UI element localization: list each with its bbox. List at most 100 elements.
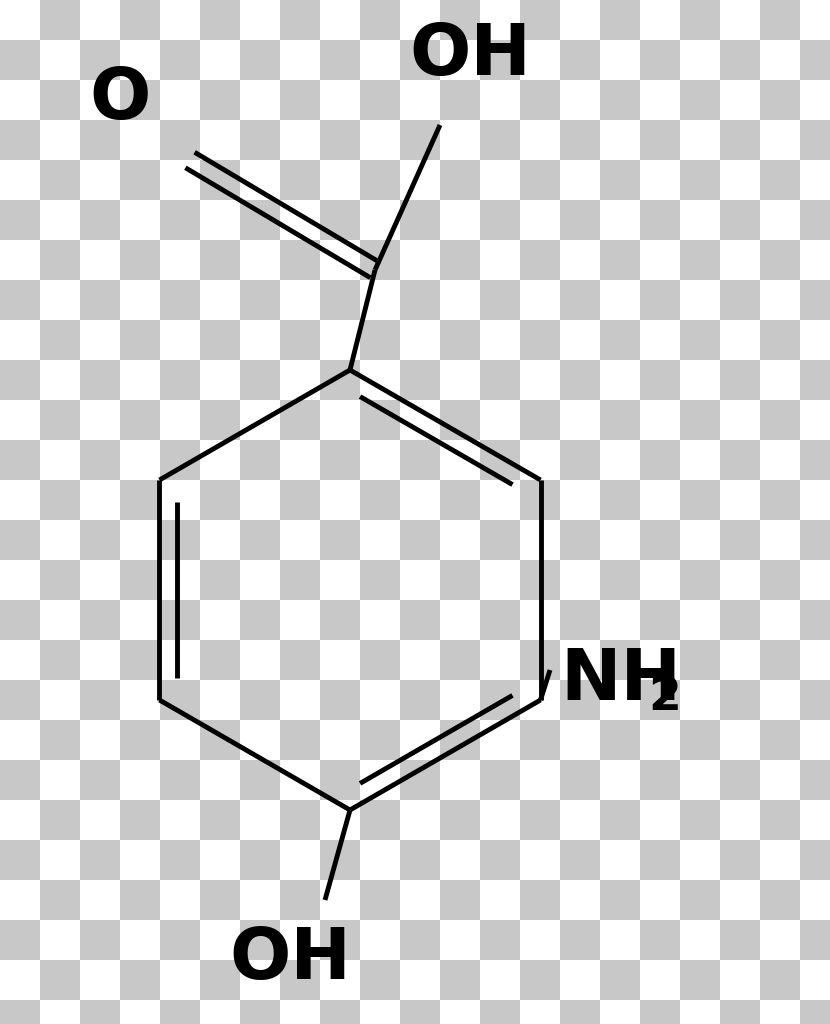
Bar — [520, 280, 560, 319]
Bar — [600, 520, 640, 560]
Bar — [240, 840, 280, 880]
Bar — [800, 600, 830, 640]
Bar — [320, 120, 360, 160]
Bar — [280, 120, 320, 160]
Bar — [440, 120, 480, 160]
Bar — [160, 200, 200, 240]
Bar — [240, 200, 280, 240]
Bar — [40, 440, 80, 480]
Bar — [160, 880, 200, 920]
Bar — [240, 800, 280, 840]
Bar — [760, 240, 800, 280]
Bar — [80, 560, 120, 600]
Bar — [280, 440, 320, 480]
Bar — [640, 480, 680, 520]
Bar — [680, 680, 720, 720]
Bar — [240, 520, 280, 560]
Bar — [360, 160, 400, 200]
Bar — [80, 40, 120, 80]
Bar — [120, 640, 160, 680]
Bar — [600, 560, 640, 600]
Bar — [760, 880, 800, 920]
Bar — [80, 760, 120, 800]
Bar — [0, 520, 40, 560]
Bar — [800, 680, 830, 720]
Bar — [480, 160, 520, 200]
Bar — [760, 800, 800, 840]
Bar — [720, 0, 760, 40]
Bar — [800, 120, 830, 160]
Bar — [360, 840, 400, 880]
Bar — [240, 240, 280, 280]
Bar — [760, 360, 800, 400]
Bar — [480, 120, 520, 160]
Bar — [80, 520, 120, 560]
Bar — [40, 961, 80, 1000]
Bar — [400, 440, 440, 480]
Bar — [720, 600, 760, 640]
Bar — [0, 560, 40, 600]
Bar — [600, 640, 640, 680]
Bar — [280, 480, 320, 520]
Bar — [40, 600, 80, 640]
Bar — [360, 440, 400, 480]
Bar — [480, 40, 520, 80]
Bar — [640, 80, 680, 120]
Bar — [720, 920, 760, 961]
Bar — [760, 961, 800, 1000]
Bar — [800, 440, 830, 480]
Bar — [600, 680, 640, 720]
Bar — [320, 600, 360, 640]
Bar — [520, 200, 560, 240]
Bar — [560, 640, 600, 680]
Bar — [760, 560, 800, 600]
Bar — [360, 520, 400, 560]
Bar — [640, 800, 680, 840]
Bar — [520, 600, 560, 640]
Bar — [800, 1000, 830, 1024]
Bar — [600, 961, 640, 1000]
Bar — [600, 120, 640, 160]
Bar — [80, 240, 120, 280]
Text: O: O — [90, 66, 151, 134]
Bar — [240, 480, 280, 520]
Bar — [400, 1000, 440, 1024]
Bar — [160, 520, 200, 560]
Bar — [320, 800, 360, 840]
Bar — [40, 520, 80, 560]
Bar — [360, 40, 400, 80]
Bar — [560, 1000, 600, 1024]
Bar — [0, 0, 40, 40]
Bar — [240, 640, 280, 680]
Bar — [40, 680, 80, 720]
Bar — [680, 440, 720, 480]
Bar — [160, 920, 200, 961]
Bar — [120, 720, 160, 760]
Bar — [160, 560, 200, 600]
Bar — [320, 40, 360, 80]
Bar — [40, 160, 80, 200]
Bar — [160, 840, 200, 880]
Bar — [120, 480, 160, 520]
Bar — [480, 200, 520, 240]
Bar — [120, 440, 160, 480]
Bar — [440, 80, 480, 120]
Bar — [120, 600, 160, 640]
Bar — [680, 840, 720, 880]
Bar — [720, 360, 760, 400]
Bar — [560, 840, 600, 880]
Bar — [200, 240, 240, 280]
Bar — [800, 840, 830, 880]
Bar — [120, 680, 160, 720]
Bar — [200, 920, 240, 961]
Bar — [120, 319, 160, 360]
Bar — [280, 920, 320, 961]
Bar — [120, 400, 160, 440]
Bar — [560, 800, 600, 840]
Bar — [40, 760, 80, 800]
Bar — [400, 0, 440, 40]
Bar — [0, 480, 40, 520]
Bar — [720, 200, 760, 240]
Bar — [520, 240, 560, 280]
Bar — [320, 80, 360, 120]
